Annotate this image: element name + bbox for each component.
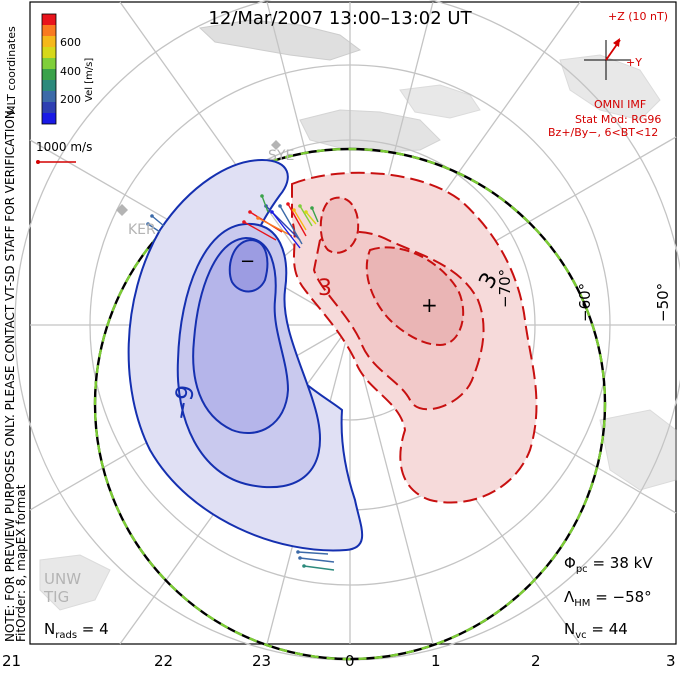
negative-contour-label: −9: [166, 383, 200, 423]
mlt-tick-21: 21: [2, 652, 22, 670]
imf-y-label: +Y: [626, 56, 642, 69]
colorbar-swatch: [42, 80, 56, 91]
colorbar-swatch: [42, 47, 56, 58]
stat-phi-pc-value: 38 kV: [609, 554, 653, 572]
stat-n-rads: Nrads = 4: [44, 620, 109, 641]
station-label-unw: UNW: [44, 570, 82, 588]
fit-order-label: FitOrder: 8, mapEX format: [14, 484, 28, 642]
mlt-tick-22: 22: [154, 652, 174, 670]
velocity-vectors: [146, 194, 335, 571]
station-label-ker: KER: [128, 222, 156, 238]
mlt-tick-1: 1: [431, 652, 441, 670]
mlt-tick-23: 23: [252, 652, 272, 670]
colorbar-swatch: [42, 91, 56, 102]
negative-convection-cell: −9 −: [127, 158, 364, 552]
colorbar-swatch: [42, 36, 56, 47]
lat-label-70: −70°: [496, 268, 514, 308]
stat-n-vc: Nvc = 44: [564, 620, 628, 641]
colorbar-tick-600: 600: [60, 36, 81, 49]
colorbar-swatch: [42, 102, 56, 113]
positive-convection-cell: 3 3 +: [291, 171, 538, 504]
stat-lambda-hm: ΛHM = −58°: [564, 588, 652, 609]
land-masses: [39, 19, 677, 611]
potential-minimum-marker: −: [240, 251, 255, 272]
imf-model: Stat Mod: RG96: [575, 113, 662, 126]
colorbar-tick-200: 200: [60, 93, 81, 106]
plot-border: [29, 1, 677, 645]
colorbar-swatch: [42, 113, 56, 124]
colorbar-outline: [41, 13, 57, 125]
mlt-tick-0: 0: [345, 652, 355, 670]
lat-label-50: −50°: [654, 282, 672, 322]
station-markers: [116, 140, 281, 216]
colorbar-swatch: [42, 25, 56, 36]
stat-lambda-hm-value: −58°: [612, 588, 652, 606]
stat-n-rads-value: 4: [99, 620, 109, 638]
colorbar-swatch: [42, 58, 56, 69]
imf-condition: Bz+/By−, 6<BT<12: [548, 126, 659, 139]
positive-contour-label: 3: [318, 276, 332, 301]
station-label-sye: SYE: [268, 148, 295, 164]
imf-source: OMNI IMF: [594, 98, 647, 111]
vector-scale: [36, 160, 76, 164]
colorbar-swatch: [42, 69, 56, 80]
stat-n-vc-value: 44: [608, 620, 628, 638]
mlt-tick-2: 2: [531, 652, 541, 670]
imf-dial: [584, 38, 630, 80]
map-title: 12/Mar/2007 13:00–13:02 UT: [208, 8, 472, 29]
coordinates-label: MLT coordinates: [5, 26, 18, 115]
stat-phi-pc: Φpc = 38 kV: [564, 554, 653, 575]
imf-z-label: +Z (10 nT): [608, 10, 669, 23]
velocity-colorbar: [41, 13, 57, 125]
colorbar-swatch: [42, 14, 56, 25]
station-label-tig: TIG: [44, 588, 70, 606]
colorbar-label: Vel [m/s]: [84, 57, 95, 102]
vector-scale-label: 1000 m/s: [36, 140, 93, 154]
boundary-ring: [93, 147, 607, 661]
lat-label-60: −60°: [576, 282, 594, 322]
mlt-tick-3: 3: [666, 652, 676, 670]
potential-maximum-marker: +: [421, 293, 438, 317]
colorbar-tick-400: 400: [60, 65, 81, 78]
